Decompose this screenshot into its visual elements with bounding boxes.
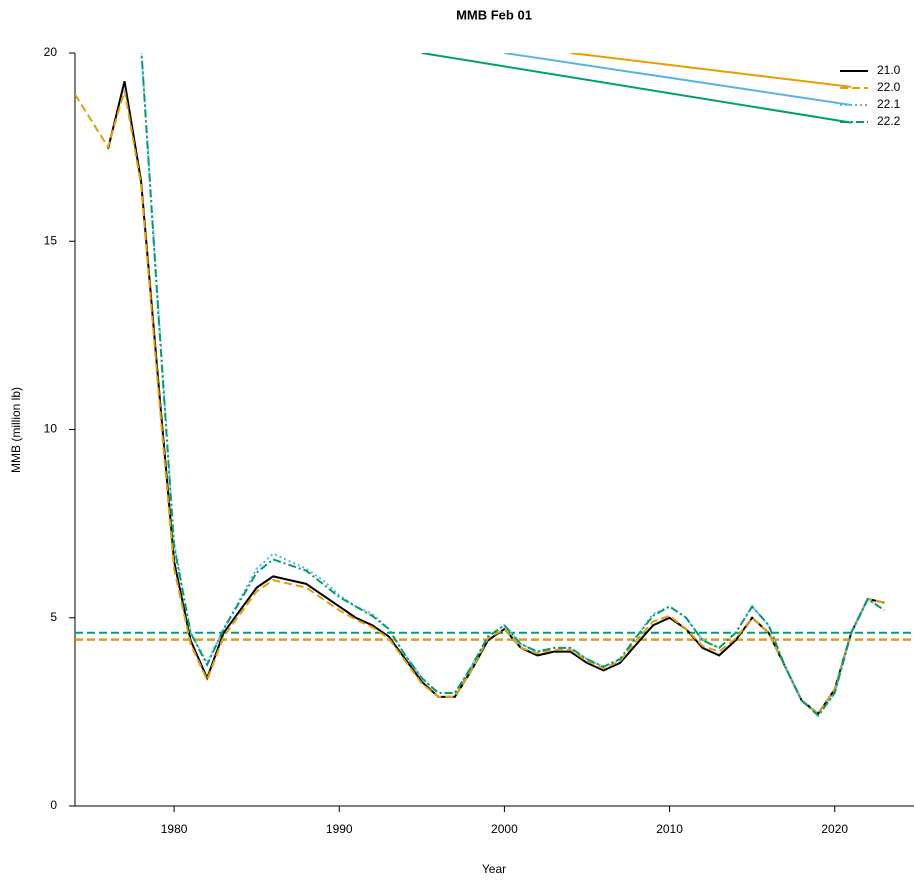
y-tick-label: 15	[44, 233, 58, 247]
series-line	[140, 53, 885, 718]
reference-line	[504, 53, 852, 106]
series-line	[140, 53, 885, 718]
y-axis-label: MMB (million lb)	[9, 387, 23, 473]
reference-line	[570, 53, 852, 88]
x-tick-label: 1990	[326, 822, 353, 836]
chart-title: MMB Feb 01	[456, 7, 532, 22]
x-tick-label: 2010	[656, 822, 683, 836]
x-tick-label: 1980	[161, 822, 188, 836]
series-line	[75, 90, 885, 716]
legend-label: 22.2	[877, 114, 901, 128]
y-tick-label: 20	[44, 45, 58, 59]
x-tick-label: 2020	[821, 822, 848, 836]
x-tick-label: 2000	[491, 822, 518, 836]
legend-label: 22.1	[877, 97, 901, 111]
x-axis-label: Year	[482, 862, 506, 876]
legend-label: 21.0	[877, 63, 901, 77]
y-tick-label: 0	[50, 798, 57, 812]
y-tick-label: 5	[50, 610, 57, 624]
plot-area	[75, 53, 914, 718]
reference-line	[421, 53, 852, 124]
series-line	[107, 81, 885, 716]
legend-label: 22.0	[877, 80, 901, 94]
y-tick-label: 10	[44, 422, 58, 436]
